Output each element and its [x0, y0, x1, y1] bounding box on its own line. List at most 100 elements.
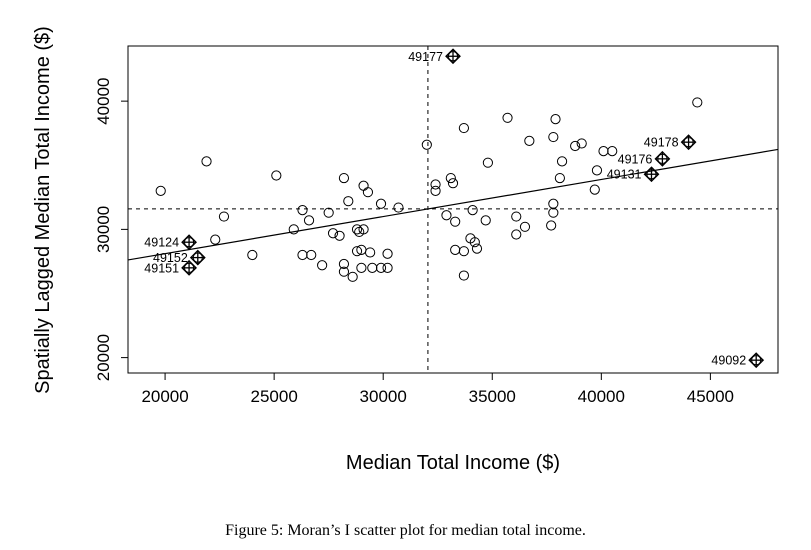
data-point	[447, 178, 459, 189]
data-point	[546, 220, 557, 231]
data-point	[554, 172, 565, 184]
regression-line	[128, 148, 778, 261]
data-point	[524, 135, 535, 146]
data-point	[519, 221, 531, 232]
x-tick-label: 25000	[251, 387, 298, 406]
data-point	[556, 156, 568, 167]
influential-point	[748, 352, 765, 369]
influential-point-label: 49131	[607, 168, 642, 182]
data-point	[382, 262, 393, 273]
data-point	[271, 170, 282, 181]
influential-point-label: 49092	[711, 354, 746, 368]
influential-point	[643, 166, 660, 183]
data-point	[607, 146, 618, 157]
data-point	[367, 262, 378, 273]
data-point	[247, 249, 258, 261]
influential-point	[654, 150, 671, 167]
data-point	[393, 202, 404, 213]
influential-point	[181, 259, 197, 276]
data-point	[201, 156, 212, 167]
influential-point-label: 49176	[618, 152, 653, 166]
data-point	[306, 249, 317, 261]
data-point	[548, 131, 559, 143]
data-point	[480, 215, 491, 226]
data-point	[511, 211, 522, 222]
data-point	[362, 187, 374, 198]
data-point	[471, 243, 483, 254]
data-point	[297, 205, 308, 216]
data-point	[155, 185, 166, 197]
data-point	[343, 196, 354, 207]
data-point	[441, 210, 452, 221]
influential-point	[680, 134, 697, 151]
influential-point	[445, 48, 461, 65]
x-tick-label: 35000	[469, 387, 516, 406]
data-point	[317, 260, 328, 271]
data-point	[375, 262, 387, 273]
data-point	[548, 198, 559, 209]
data-point	[570, 140, 581, 152]
data-point	[421, 139, 432, 150]
x-tick-label: 40000	[578, 387, 625, 406]
data-point	[382, 248, 393, 259]
x-tick-label: 30000	[360, 387, 407, 406]
data-point	[347, 271, 358, 282]
data-point	[482, 157, 493, 168]
figure-caption: Figure 5: Moran’s I scatter plot for med…	[225, 522, 586, 539]
data-point	[288, 224, 299, 235]
data-point	[598, 146, 609, 157]
data-point	[458, 246, 470, 257]
y-axis-label: Spatially Lagged Median Total Income ($)	[32, 26, 54, 394]
x-tick-label: 20000	[141, 387, 188, 406]
data-point	[375, 198, 387, 209]
data-point	[450, 244, 461, 255]
data-point	[365, 247, 376, 258]
data-point	[450, 216, 461, 227]
data-point	[358, 224, 369, 235]
influential-point-label: 49124	[144, 236, 179, 250]
data-point	[589, 184, 600, 195]
data-point	[511, 229, 522, 240]
influential-point-label: 49151	[144, 261, 179, 275]
influential-point-label: 49152	[153, 251, 188, 265]
plot-frame	[127, 45, 779, 374]
influential-point	[189, 249, 206, 266]
data-point	[297, 249, 308, 261]
data-point	[469, 237, 480, 248]
data-point	[550, 113, 561, 125]
influential-point	[181, 234, 197, 251]
data-point	[502, 112, 513, 123]
data-point	[210, 234, 221, 245]
data-point	[303, 215, 315, 226]
data-point	[458, 122, 470, 134]
data-point	[356, 262, 367, 273]
data-point	[576, 138, 587, 149]
y-tick-label: 30000	[94, 206, 113, 253]
data-point	[351, 246, 363, 257]
data-point	[338, 172, 350, 184]
data-point	[218, 211, 230, 222]
data-point	[323, 207, 334, 218]
plot-area	[128, 46, 778, 373]
data-point	[334, 230, 345, 241]
data-point	[430, 185, 441, 197]
x-axis-label: Median Total Income ($)	[346, 452, 560, 474]
data-point	[358, 180, 369, 191]
y-tick-label: 40000	[94, 78, 113, 125]
data-point	[692, 97, 703, 108]
influential-point-label: 49177	[408, 50, 443, 64]
data-point	[430, 179, 441, 190]
data-point	[327, 228, 339, 239]
data-point	[548, 207, 559, 218]
y-tick-label: 20000	[94, 334, 113, 381]
data-point	[338, 258, 350, 270]
data-point	[445, 172, 456, 184]
data-point	[458, 270, 470, 281]
data-point	[591, 165, 603, 176]
data-point	[351, 224, 363, 235]
data-point	[338, 266, 350, 277]
data-point	[467, 205, 478, 216]
influential-point-label: 49178	[644, 136, 679, 150]
x-tick-label: 45000	[687, 387, 734, 406]
